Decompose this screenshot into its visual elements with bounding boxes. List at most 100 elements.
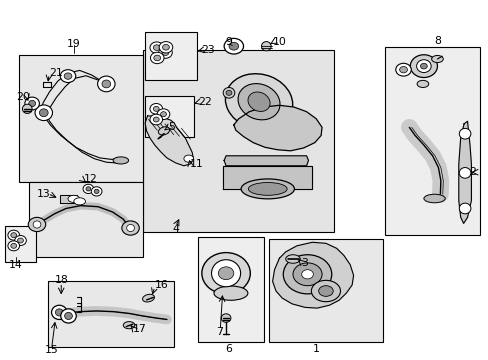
Bar — [29, 182, 142, 257]
Polygon shape — [458, 121, 470, 224]
Ellipse shape — [158, 127, 169, 135]
Bar — [145, 32, 197, 80]
Ellipse shape — [318, 286, 332, 296]
Ellipse shape — [458, 129, 470, 139]
Ellipse shape — [64, 312, 72, 319]
Text: 12: 12 — [83, 174, 97, 184]
Ellipse shape — [423, 194, 444, 203]
Ellipse shape — [40, 109, 48, 117]
Ellipse shape — [123, 321, 135, 329]
Ellipse shape — [142, 294, 154, 302]
Ellipse shape — [416, 80, 428, 87]
Polygon shape — [145, 116, 193, 166]
Ellipse shape — [150, 52, 163, 64]
Ellipse shape — [29, 100, 36, 107]
Ellipse shape — [420, 63, 427, 69]
Text: 16: 16 — [155, 280, 168, 290]
Ellipse shape — [153, 45, 160, 50]
Ellipse shape — [157, 109, 169, 120]
Ellipse shape — [126, 225, 134, 231]
Ellipse shape — [33, 221, 41, 228]
Ellipse shape — [241, 179, 294, 199]
Ellipse shape — [221, 314, 230, 322]
Text: 4: 4 — [172, 224, 179, 234]
Ellipse shape — [68, 195, 80, 202]
Ellipse shape — [11, 243, 17, 248]
Ellipse shape — [223, 87, 234, 98]
Ellipse shape — [162, 50, 168, 55]
Ellipse shape — [18, 238, 23, 243]
Ellipse shape — [202, 253, 250, 294]
Polygon shape — [60, 195, 77, 203]
Bar — [142, 50, 333, 231]
Polygon shape — [222, 166, 312, 189]
Text: 1: 1 — [312, 344, 319, 354]
Ellipse shape — [248, 183, 286, 195]
Ellipse shape — [113, 157, 128, 164]
Polygon shape — [224, 156, 308, 166]
Text: 3: 3 — [301, 257, 308, 267]
Ellipse shape — [225, 90, 231, 95]
Text: 10: 10 — [272, 37, 286, 47]
Ellipse shape — [228, 42, 238, 50]
Ellipse shape — [247, 92, 269, 112]
Ellipse shape — [86, 187, 91, 191]
Ellipse shape — [25, 97, 40, 110]
Text: 14: 14 — [9, 260, 22, 270]
Text: 7: 7 — [215, 327, 222, 337]
Ellipse shape — [225, 74, 292, 130]
Ellipse shape — [458, 203, 470, 214]
Ellipse shape — [150, 114, 162, 125]
Text: 18: 18 — [54, 275, 68, 285]
Ellipse shape — [91, 187, 102, 196]
Text: 22: 22 — [198, 98, 212, 107]
Text: 21: 21 — [49, 68, 63, 78]
Ellipse shape — [122, 221, 139, 235]
Ellipse shape — [159, 47, 172, 58]
Text: 17: 17 — [133, 324, 146, 334]
Ellipse shape — [8, 241, 20, 251]
Ellipse shape — [160, 112, 166, 117]
Ellipse shape — [162, 44, 169, 50]
Text: 5: 5 — [167, 122, 174, 132]
Ellipse shape — [22, 104, 32, 113]
Ellipse shape — [395, 63, 410, 76]
Text: 15: 15 — [45, 345, 59, 355]
Text: 23: 23 — [201, 45, 214, 55]
Ellipse shape — [183, 155, 193, 162]
Ellipse shape — [15, 235, 26, 246]
Ellipse shape — [153, 117, 159, 122]
Ellipse shape — [218, 267, 233, 280]
Ellipse shape — [11, 233, 17, 238]
Ellipse shape — [64, 73, 72, 79]
Ellipse shape — [83, 184, 94, 194]
Bar — [48, 282, 174, 347]
Polygon shape — [272, 242, 353, 308]
Text: 13: 13 — [37, 189, 51, 198]
Ellipse shape — [416, 60, 430, 72]
Ellipse shape — [458, 167, 470, 178]
Ellipse shape — [8, 230, 20, 240]
Ellipse shape — [61, 309, 76, 323]
Ellipse shape — [74, 198, 85, 205]
Ellipse shape — [150, 42, 163, 53]
Bar — [198, 237, 264, 342]
Ellipse shape — [154, 55, 160, 61]
Ellipse shape — [214, 286, 247, 300]
Bar — [19, 55, 142, 182]
Ellipse shape — [94, 189, 99, 194]
Ellipse shape — [431, 55, 443, 63]
Ellipse shape — [159, 42, 172, 53]
Ellipse shape — [35, 105, 52, 121]
Ellipse shape — [153, 106, 159, 111]
Ellipse shape — [51, 305, 67, 319]
Ellipse shape — [98, 76, 115, 92]
Text: 20: 20 — [17, 93, 30, 103]
Ellipse shape — [238, 84, 280, 120]
Bar — [268, 239, 382, 342]
Text: 9: 9 — [225, 37, 232, 47]
Ellipse shape — [28, 217, 45, 231]
Bar — [145, 96, 193, 137]
Ellipse shape — [60, 70, 76, 82]
Bar — [4, 226, 36, 262]
